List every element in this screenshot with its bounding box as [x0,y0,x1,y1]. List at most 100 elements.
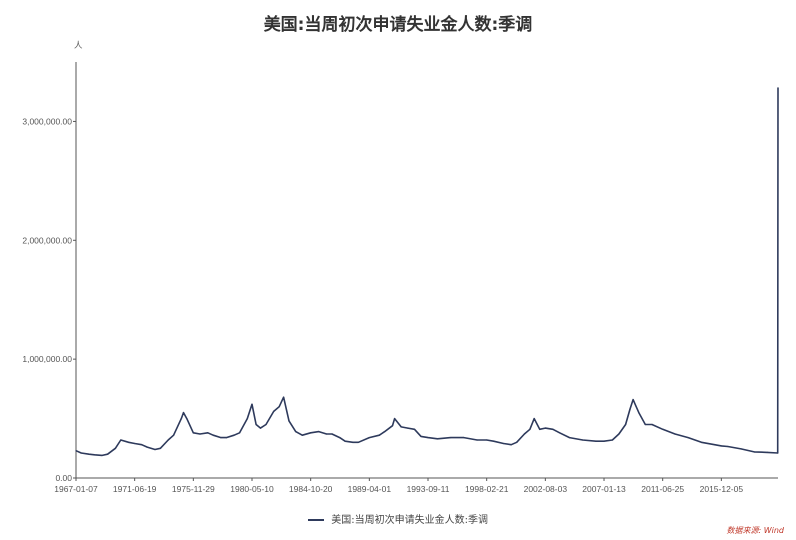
data-point [318,431,320,433]
data-point [378,434,380,436]
data-point [301,434,303,436]
data-point [186,418,188,420]
legend[interactable]: 美国:当周初次申请失业金人数:季调 [0,511,796,526]
data-point [233,434,235,436]
data-point [368,437,370,439]
data-point [352,441,354,443]
y-tick-label: 1,000,000.00 [22,354,72,364]
data-point [212,434,214,436]
data-point [173,434,175,436]
data-point [199,433,201,435]
data-point [510,444,512,446]
data-point [101,454,103,456]
data-point [638,412,640,414]
data-point [182,412,185,414]
data-point [255,423,257,426]
data-point [777,452,779,454]
series-line [75,87,779,457]
data-point [544,427,546,429]
data-point [357,441,359,443]
data-point [523,433,526,435]
data-point [288,420,290,422]
data-point [777,87,779,89]
y-tick-label: 3,000,000.00 [22,116,72,126]
data-point [662,428,664,430]
x-tick-label: 1998-02-21 [465,484,509,494]
x-tick-label: 2011-06-25 [641,484,684,494]
data-point [559,432,561,434]
data-point [251,403,253,405]
data-point [450,437,452,439]
data-point [674,433,676,435]
legend-label: 美国:当周初次申请失业金人数:季调 [331,515,488,526]
data-point [625,423,627,426]
data-point [476,439,478,441]
data-point [413,428,416,430]
x-tick-label: 2002-08-03 [524,484,568,494]
data-point [727,445,729,448]
data-point [128,441,130,443]
data-point [582,439,584,441]
y-axis-unit-label: 人 [74,40,83,50]
data-point [120,439,122,441]
x-tick-label: 1993-09-11 [407,484,450,494]
data-point [493,440,495,442]
data-point [192,432,194,434]
data-point [278,406,280,408]
data-point [325,433,328,435]
data-point [618,433,620,435]
data-point [753,451,755,453]
data-point [394,418,396,420]
data-point [273,410,275,412]
data-point [159,447,161,449]
data-point [107,453,109,455]
data-point [283,396,285,398]
data-point [603,440,605,442]
data-point [134,442,136,445]
data-point [463,437,465,439]
data-point [516,441,518,443]
data-point [339,437,341,439]
data-point [629,408,631,410]
data-point [265,423,267,426]
data-point [700,441,703,443]
source-note: 数据来源: Wind [726,526,784,535]
data-point [486,439,488,441]
x-tick-label: 1971-06-19 [113,484,157,494]
data-point [246,418,248,420]
chart-title: 美国:当周初次申请失业金人数:季调 [263,15,533,35]
legend-swatch [308,519,325,521]
data-point [225,437,227,439]
y-tick-label: 0.00 [55,473,72,483]
data-point [427,437,429,439]
data-point [75,450,77,452]
x-tick-label: 1980-05-10 [230,484,274,494]
data-point [384,431,386,433]
data-point [146,446,148,448]
data-point [141,444,143,446]
data-point [114,447,116,449]
data-point [167,439,169,441]
data-point [180,418,182,420]
data-point [720,445,723,447]
data-point [568,437,571,439]
data-point [400,426,402,428]
series-layer [75,87,779,457]
data-point [93,454,96,456]
x-axis-ticks: 1967-01-07 1971-06-19 1975-11-29 1980-05-10… [54,478,743,494]
data-point [344,440,346,442]
data-point [420,435,422,437]
data-point [740,448,742,450]
x-tick-label: 2015-12-05 [700,484,744,494]
data-point [651,423,653,426]
data-point [502,442,505,445]
y-tick-label: 2,000,000.00 [22,235,72,245]
data-point [436,438,439,440]
data-point [533,418,535,420]
data-point [207,432,209,434]
data-point [552,428,554,430]
x-tick-label: 1975-11-29 [172,484,215,494]
data-point [80,452,82,454]
data-point [407,427,409,429]
data-point [529,428,531,430]
